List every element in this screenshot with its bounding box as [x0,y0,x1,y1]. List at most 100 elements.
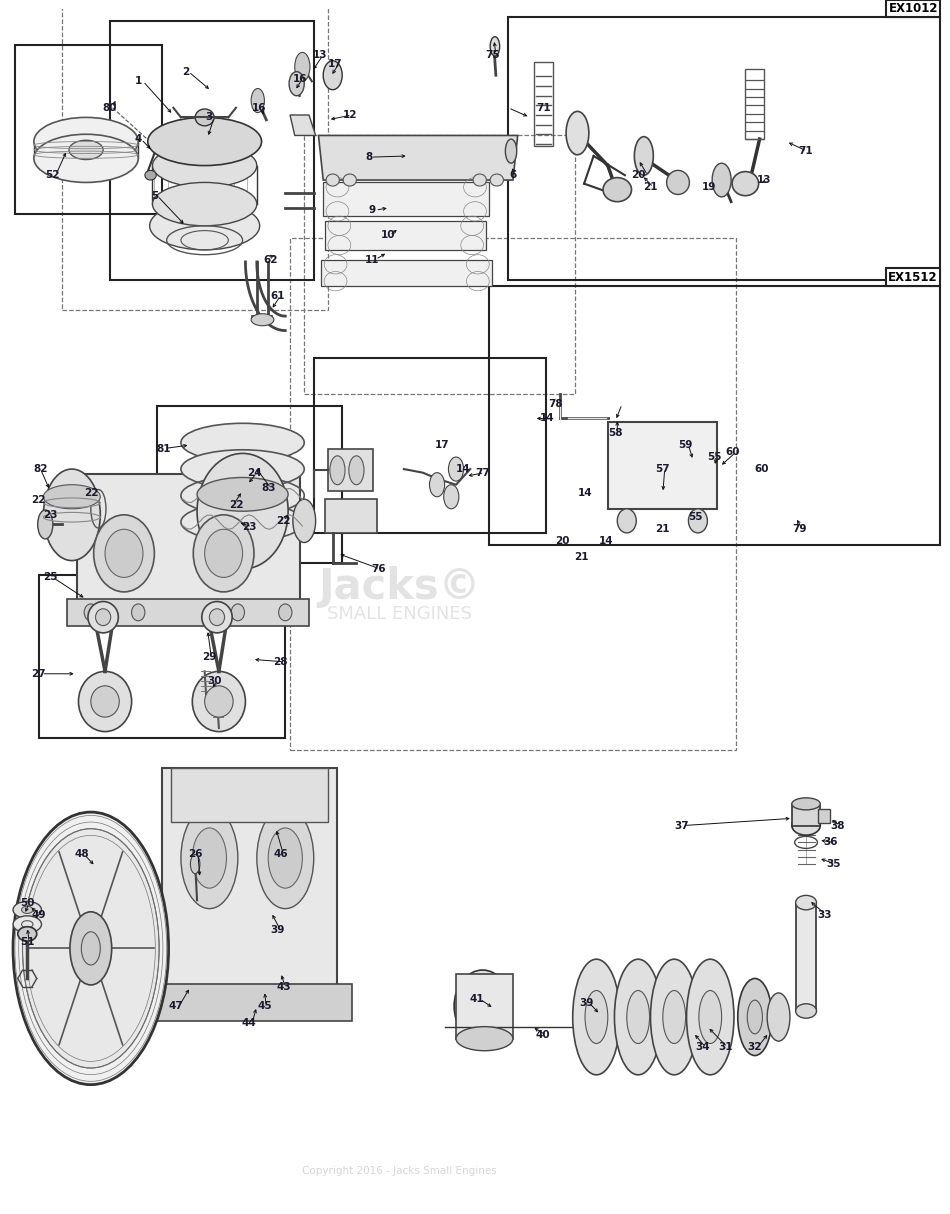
Bar [15,45,162,214]
Bar [796,902,816,1011]
Text: 50: 50 [20,897,34,908]
Ellipse shape [323,61,342,90]
Ellipse shape [268,828,302,889]
Text: 75: 75 [484,50,500,59]
Text: 14: 14 [540,414,555,424]
Text: 71: 71 [536,103,551,113]
Ellipse shape [603,177,632,202]
Text: 8: 8 [365,152,372,163]
Ellipse shape [796,896,816,909]
Ellipse shape [667,170,690,194]
Ellipse shape [293,499,315,543]
Text: Copyright 2016 - Jacks Small Engines: Copyright 2016 - Jacks Small Engines [302,1167,497,1176]
Ellipse shape [615,959,662,1074]
Text: 44: 44 [242,1019,256,1028]
Ellipse shape [505,140,517,163]
Ellipse shape [132,603,145,620]
Text: 58: 58 [608,427,622,438]
Ellipse shape [278,603,292,620]
Bar [77,473,299,603]
Text: EX1512: EX1512 [888,271,938,284]
Text: 37: 37 [674,821,689,830]
Ellipse shape [190,855,199,874]
Text: 33: 33 [817,909,831,920]
Bar [489,287,940,545]
Text: 12: 12 [343,110,357,120]
Ellipse shape [566,112,589,154]
Text: 21: 21 [643,182,657,192]
Text: 21: 21 [656,524,670,534]
Text: 83: 83 [261,483,275,493]
Bar [534,62,553,147]
Text: 57: 57 [656,464,670,473]
Ellipse shape [330,455,345,484]
Text: 45: 45 [257,1002,272,1011]
Bar [148,985,352,1021]
Ellipse shape [192,671,245,732]
Ellipse shape [573,959,620,1074]
Ellipse shape [180,424,304,461]
Ellipse shape [96,608,111,625]
Text: 20: 20 [555,537,569,546]
Text: 52: 52 [46,170,60,180]
Ellipse shape [22,906,33,913]
Text: 22: 22 [229,500,243,510]
Ellipse shape [490,36,500,56]
Ellipse shape [201,601,232,632]
Text: 24: 24 [248,467,262,477]
Text: 77: 77 [475,467,490,477]
Text: 38: 38 [830,821,845,830]
Ellipse shape [732,171,759,195]
Text: 25: 25 [43,573,57,583]
Text: 51: 51 [20,937,34,947]
Ellipse shape [152,182,256,226]
Ellipse shape [150,202,259,250]
Bar [325,499,377,533]
Text: 16: 16 [252,103,266,113]
Ellipse shape [197,477,288,511]
Text: 55: 55 [707,452,721,463]
Text: 4: 4 [135,134,142,144]
Ellipse shape [44,469,101,561]
Text: 61: 61 [271,290,285,301]
Text: 30: 30 [207,676,221,686]
Text: 20: 20 [631,170,645,180]
Text: 35: 35 [826,860,841,869]
Text: 22: 22 [31,495,46,505]
Ellipse shape [738,978,772,1055]
Text: 14: 14 [598,537,613,546]
Text: 39: 39 [580,998,594,1008]
Text: 78: 78 [548,399,563,409]
Text: 49: 49 [31,909,46,920]
Ellipse shape [635,137,654,175]
Ellipse shape [618,509,636,533]
Bar [162,767,337,991]
Ellipse shape [209,608,224,625]
Bar [290,238,736,750]
Bar [746,69,765,140]
Text: 27: 27 [31,669,46,679]
Bar [304,136,575,395]
Text: 39: 39 [271,925,285,935]
Text: 46: 46 [274,850,288,860]
Ellipse shape [148,118,261,165]
Ellipse shape [349,455,364,484]
Text: 17: 17 [329,59,343,69]
Text: 16: 16 [294,74,308,84]
Ellipse shape [251,313,274,325]
Text: 21: 21 [574,552,588,562]
Ellipse shape [448,456,464,481]
Bar [67,600,309,625]
Text: 40: 40 [536,1029,551,1040]
Ellipse shape [456,1027,513,1051]
Bar [63,0,328,310]
Text: 26: 26 [188,850,202,860]
Ellipse shape [473,174,486,186]
Ellipse shape [145,170,156,180]
Text: 6: 6 [509,170,517,180]
Text: 55: 55 [688,512,702,522]
Text: 9: 9 [369,205,376,215]
Ellipse shape [34,135,139,182]
Polygon shape [323,182,489,216]
Bar [39,575,285,738]
